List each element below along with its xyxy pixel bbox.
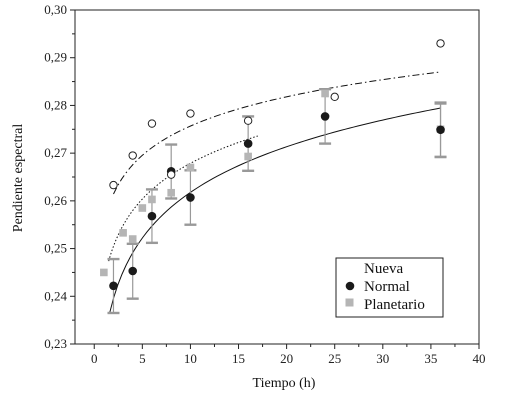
point-normal xyxy=(109,281,118,291)
x-tick-label: 5 xyxy=(139,351,146,366)
point-planetario xyxy=(128,235,137,243)
point-nueva xyxy=(128,151,137,160)
point-normal xyxy=(243,139,253,148)
point-planetario xyxy=(138,204,147,212)
y-tick-label: 0,27 xyxy=(44,145,67,160)
y-tick-label: 0,25 xyxy=(44,241,67,256)
point-normal xyxy=(147,211,157,221)
fit-curve-planetario xyxy=(108,135,258,262)
legend-marker-normal xyxy=(345,281,355,291)
point-nueva xyxy=(243,116,253,125)
point-planetario xyxy=(148,195,156,204)
point-nueva xyxy=(109,180,118,190)
y-tick-label: 0,29 xyxy=(44,50,67,65)
x-tick-label: 30 xyxy=(376,351,389,366)
y-axis: 0,23 0,24 0,25 0,26 0,27 0,28 0,29 0,30 xyxy=(44,2,75,351)
point-normal xyxy=(186,193,195,202)
y-tick-label: 0,24 xyxy=(44,288,67,303)
y-axis-title: Pendiente espectral xyxy=(11,124,26,233)
legend-label-planetario: Planetario xyxy=(364,297,425,313)
point-planetario xyxy=(167,188,175,197)
point-planetario xyxy=(186,163,195,172)
x-tick-label: 15 xyxy=(232,351,245,366)
point-nueva xyxy=(436,39,445,48)
data-points xyxy=(100,39,445,291)
point-planetario xyxy=(100,268,108,277)
point-planetario xyxy=(321,89,329,98)
fit-curve-normal xyxy=(109,107,441,314)
x-tick-label: 0 xyxy=(91,351,98,366)
y-tick-label: 0,28 xyxy=(44,97,67,112)
point-planetario xyxy=(244,152,252,161)
x-tick-label: 35 xyxy=(424,351,437,366)
y-tick-label: 0,30 xyxy=(44,2,67,17)
x-tick-label: 10 xyxy=(184,351,197,366)
point-nueva xyxy=(166,170,176,179)
x-axis-title: Tiempo (h) xyxy=(253,376,316,391)
point-planetario xyxy=(119,229,127,237)
point-nueva xyxy=(147,119,157,128)
legend-label-nueva: Nueva xyxy=(364,261,403,277)
y-tick-label: 0,26 xyxy=(44,193,67,208)
x-tick-label: 25 xyxy=(328,351,341,366)
fit-curves xyxy=(108,71,441,314)
point-normal xyxy=(128,266,138,276)
x-axis: 0 5 10 15 20 25 30 35 40 xyxy=(91,344,486,366)
legend: Nueva Normal Planetario xyxy=(335,257,444,318)
point-normal xyxy=(436,125,445,135)
y-tick-label: 0,23 xyxy=(44,336,67,351)
point-nueva xyxy=(330,92,339,102)
x-tick-label: 20 xyxy=(280,351,293,366)
fit-curve-nueva xyxy=(113,71,441,195)
x-tick-label: 40 xyxy=(473,351,486,366)
point-nueva xyxy=(186,109,195,118)
legend-label-normal: Normal xyxy=(364,279,410,295)
legend-marker-planetario xyxy=(345,298,354,307)
point-normal xyxy=(320,112,330,121)
